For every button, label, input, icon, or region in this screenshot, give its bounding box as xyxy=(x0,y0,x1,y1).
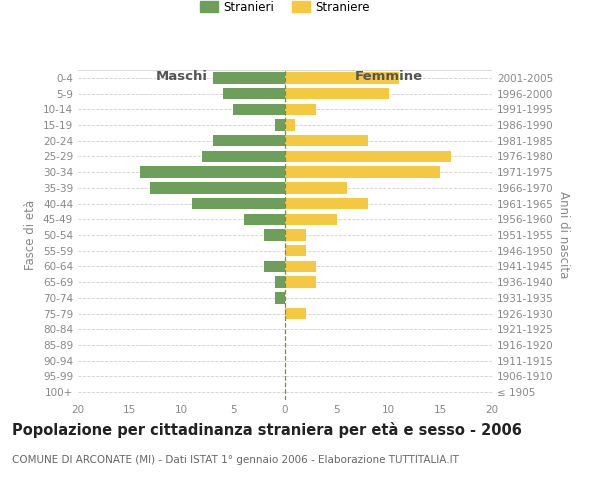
Text: Femmine: Femmine xyxy=(355,70,422,83)
Text: Popolazione per cittadinanza straniera per età e sesso - 2006: Popolazione per cittadinanza straniera p… xyxy=(12,422,522,438)
Text: COMUNE DI ARCONATE (MI) - Dati ISTAT 1° gennaio 2006 - Elaborazione TUTTITALIA.I: COMUNE DI ARCONATE (MI) - Dati ISTAT 1° … xyxy=(12,455,459,465)
Bar xyxy=(285,135,368,146)
Bar xyxy=(140,166,285,178)
Bar xyxy=(223,88,285,99)
Legend: Stranieri, Straniere: Stranieri, Straniere xyxy=(195,0,375,18)
Bar xyxy=(285,72,399,84)
Bar xyxy=(285,104,316,115)
Bar xyxy=(285,166,440,178)
Text: Maschi: Maschi xyxy=(155,70,208,83)
Bar xyxy=(285,214,337,225)
Bar xyxy=(285,198,368,209)
Bar xyxy=(285,182,347,194)
Bar xyxy=(285,88,389,99)
Bar xyxy=(212,135,285,146)
Bar xyxy=(275,276,285,288)
Bar xyxy=(285,261,316,272)
Bar xyxy=(285,276,316,288)
Y-axis label: Fasce di età: Fasce di età xyxy=(25,200,37,270)
Bar xyxy=(192,198,285,209)
Bar xyxy=(233,104,285,115)
Bar xyxy=(151,182,285,194)
Y-axis label: Anni di nascita: Anni di nascita xyxy=(557,192,570,278)
Bar xyxy=(285,120,295,130)
Bar xyxy=(244,214,285,225)
Bar xyxy=(285,245,306,256)
Bar xyxy=(265,261,285,272)
Bar xyxy=(265,230,285,240)
Bar xyxy=(275,120,285,130)
Bar xyxy=(285,230,306,240)
Bar xyxy=(285,151,451,162)
Bar xyxy=(275,292,285,304)
Bar xyxy=(202,151,285,162)
Bar xyxy=(285,308,306,319)
Bar xyxy=(212,72,285,84)
